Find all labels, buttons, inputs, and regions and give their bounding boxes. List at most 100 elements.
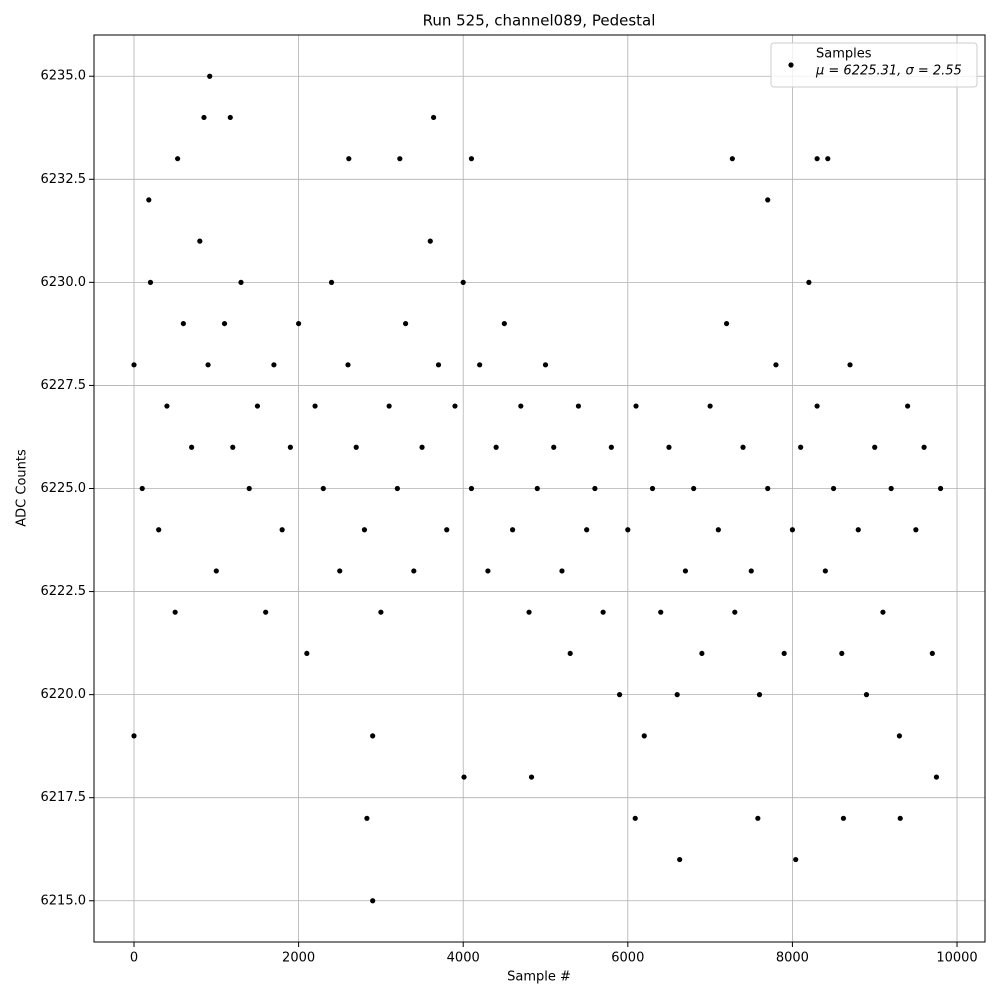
point [781, 650, 787, 657]
point [729, 156, 735, 162]
point [682, 568, 689, 574]
legend: Samples μ = 6225.31, σ = 2.55 [770, 42, 978, 88]
x-axis-label: Sample # [507, 970, 571, 985]
point [346, 156, 352, 162]
point [304, 650, 310, 657]
point [649, 485, 656, 492]
point [213, 568, 219, 574]
point [632, 815, 638, 821]
legend-marker [788, 62, 794, 68]
point [221, 320, 228, 327]
point [207, 73, 213, 79]
point [131, 733, 137, 739]
point [641, 733, 647, 739]
y-tick-label: 6225.0 [41, 481, 87, 496]
chart-title: Run 525, channel089, Pedestal [423, 12, 656, 30]
point [518, 403, 524, 409]
point [740, 444, 746, 450]
point [863, 692, 870, 698]
point [542, 362, 549, 368]
point [493, 444, 499, 450]
x-tick-label: 8000 [776, 951, 809, 966]
point [625, 527, 631, 533]
x-tick-label: 10000 [936, 951, 977, 966]
point [461, 774, 467, 780]
point [937, 485, 944, 492]
point [328, 279, 335, 285]
point [263, 609, 269, 615]
point [164, 403, 170, 409]
point [896, 733, 903, 739]
point [756, 692, 763, 698]
point [677, 856, 683, 863]
point [468, 156, 475, 162]
point [723, 320, 730, 327]
point [197, 238, 203, 244]
point [205, 362, 211, 368]
point [147, 279, 154, 285]
point [559, 568, 565, 574]
y-tick-label: 6235.0 [41, 69, 87, 84]
legend-label: Samples [816, 47, 872, 62]
point [364, 815, 370, 821]
point [732, 609, 738, 615]
point [477, 362, 483, 368]
point [370, 733, 376, 739]
point [402, 320, 409, 327]
x-tick-label: 6000 [611, 951, 644, 966]
point [201, 114, 207, 121]
point [345, 362, 351, 368]
point [814, 403, 820, 409]
point [386, 403, 392, 409]
point [460, 279, 466, 285]
point [230, 444, 236, 450]
point [855, 527, 861, 533]
point [238, 279, 244, 285]
point [929, 650, 935, 657]
point [933, 774, 940, 780]
point [528, 774, 535, 780]
point [592, 485, 598, 492]
point [246, 485, 252, 492]
point [139, 485, 145, 492]
point [921, 444, 927, 450]
y-tick-label: 6232.5 [41, 172, 87, 187]
point [279, 527, 285, 533]
legend-box [770, 42, 978, 88]
point [691, 485, 697, 492]
point [913, 527, 919, 533]
x-tick-label: 0 [130, 951, 138, 966]
y-tick-label: 6217.5 [41, 790, 87, 805]
point [435, 362, 442, 368]
point [840, 815, 847, 821]
point [699, 650, 705, 657]
point [905, 403, 911, 409]
point [444, 527, 450, 533]
point [485, 568, 491, 574]
point [888, 485, 894, 492]
point [806, 279, 812, 285]
point [608, 444, 614, 450]
point [271, 362, 277, 368]
point [814, 156, 820, 162]
x-tick-label: 2000 [282, 951, 315, 966]
point [312, 403, 318, 409]
point [793, 856, 799, 863]
point [847, 362, 853, 368]
point [830, 485, 837, 492]
point [526, 609, 532, 615]
point [452, 403, 458, 409]
y-tick-label: 6222.5 [41, 584, 87, 599]
point [666, 444, 672, 450]
point [254, 403, 261, 409]
point [600, 609, 606, 615]
point [353, 444, 359, 450]
point [287, 444, 293, 450]
point [378, 609, 384, 615]
point [765, 197, 771, 203]
plot-frame [93, 34, 986, 943]
y-tick-label: 6220.0 [41, 687, 87, 702]
point [567, 650, 573, 657]
